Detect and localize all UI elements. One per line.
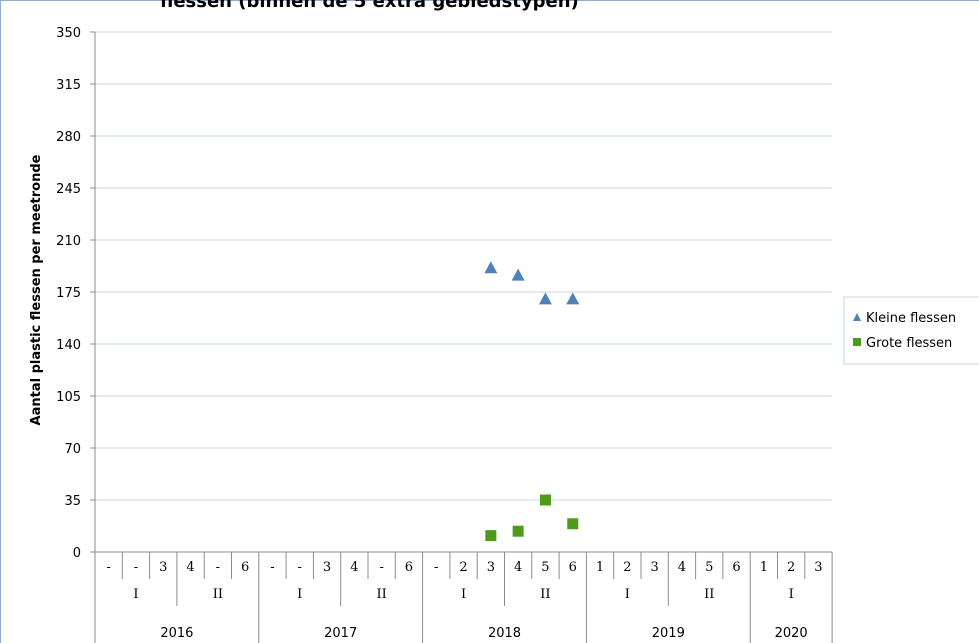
y-tick-labels: 0 35 70 105 140 175 210 245 280 315 350	[56, 26, 81, 561]
legend-label: Grote flessen	[866, 336, 952, 351]
half-label: I	[133, 587, 138, 602]
axes	[90, 31, 832, 553]
y-tick-label: 245	[56, 182, 81, 197]
grote-flessen-marker	[539, 494, 551, 506]
legend-marker-square	[853, 338, 861, 346]
round-label: -	[298, 560, 302, 575]
kleine-flessen-marker	[511, 268, 525, 281]
round-label: -	[434, 560, 438, 575]
y-tick-label: 140	[56, 338, 81, 353]
round-label: 5	[705, 560, 713, 575]
y-tick-label: 105	[56, 390, 81, 405]
round-label: 1	[760, 560, 768, 575]
round-label: 3	[651, 560, 659, 575]
y-axis-title: Aantal plastic flessen per meetronde	[29, 154, 44, 425]
round-label: 4	[678, 560, 686, 575]
round-label: 6	[732, 560, 740, 575]
round-label: -	[216, 560, 220, 575]
round-label: 2	[787, 560, 795, 575]
round-label: 6	[405, 560, 413, 575]
round-label: 3	[814, 560, 822, 575]
round-label: 6	[241, 560, 249, 575]
round-label: 6	[569, 560, 577, 575]
half-label: I	[461, 587, 466, 602]
kleine-flessen-marker	[484, 261, 498, 274]
year-label: 2017	[324, 626, 357, 641]
gridlines	[95, 31, 832, 501]
round-label: 3	[323, 560, 331, 575]
y-tick-label: 280	[56, 130, 81, 145]
half-label: II	[213, 587, 223, 602]
half-label: II	[704, 587, 714, 602]
kleine-flessen-marker	[566, 292, 580, 305]
round-label: 2	[459, 560, 467, 575]
half-label: I	[297, 587, 302, 602]
legend: Kleine flessen Grote flessen	[843, 296, 979, 365]
round-label: 3	[159, 560, 167, 575]
round-label: -	[270, 560, 274, 575]
round-label: 4	[514, 560, 522, 575]
kleine-flessen-marker	[538, 292, 552, 305]
round-label: 4	[186, 560, 194, 575]
round-label: 3	[487, 560, 495, 575]
half-label: I	[789, 587, 794, 602]
round-label: 1	[596, 560, 604, 575]
round-label: -	[379, 560, 383, 575]
grote-flessen-marker	[512, 525, 524, 537]
y-tick-label: 210	[56, 234, 81, 249]
round-label: 5	[541, 560, 549, 575]
y-tick-label: 35	[64, 494, 81, 509]
round-label: 2	[623, 560, 631, 575]
legend-box	[843, 296, 979, 365]
year-label: 2016	[160, 626, 193, 641]
chart-title: flessen (binnen de 5 extra gebiedstypen)	[160, 0, 579, 12]
round-label: -	[106, 560, 110, 575]
year-label: 2020	[775, 626, 808, 641]
y-tick-label: 70	[64, 442, 81, 457]
grote-flessen-marker	[485, 530, 497, 542]
year-label: 2019	[652, 626, 685, 641]
y-tick-label: 0	[73, 546, 81, 561]
data-markers	[484, 261, 580, 542]
legend-marker-triangle	[853, 313, 861, 321]
round-label: -	[134, 560, 138, 575]
half-label: II	[377, 587, 387, 602]
round-label: 4	[350, 560, 358, 575]
y-tick-label: 350	[56, 26, 81, 41]
legend-label: Kleine flessen	[866, 311, 956, 326]
half-label: I	[625, 587, 630, 602]
y-tick-label: 315	[56, 78, 81, 93]
half-label: II	[540, 587, 550, 602]
x-category-axis: - -3 4-6- -3 4-6-2 3 4 5 6 1 2 3 4 5 6 1 2 3I II I II I II I II I…	[94, 552, 833, 643]
year-label: 2018	[488, 626, 521, 641]
y-tick-label: 175	[56, 286, 81, 301]
grote-flessen-marker	[567, 518, 579, 530]
